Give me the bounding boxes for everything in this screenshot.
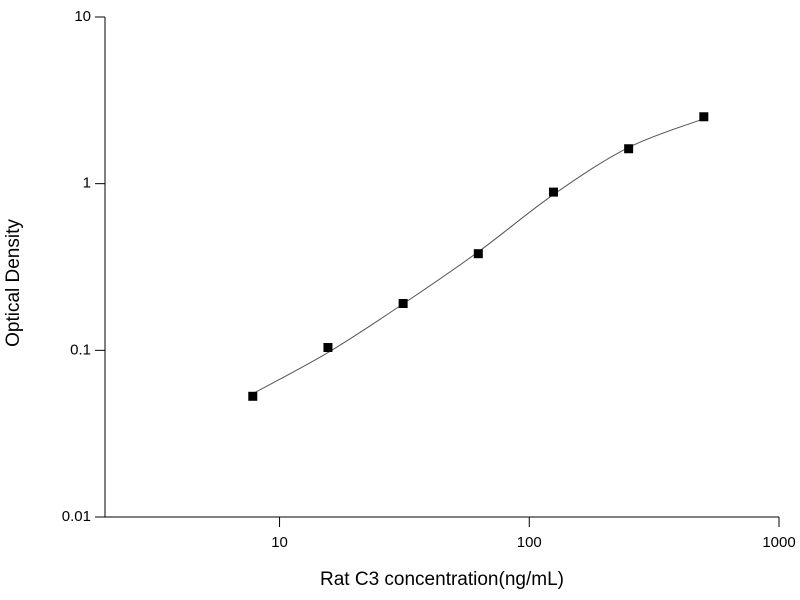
y-tick-label: 1 <box>83 175 91 192</box>
y-tick-label: 0.01 <box>62 508 91 525</box>
y-axis-label: Optical Density <box>3 219 24 347</box>
data-point <box>398 298 408 308</box>
data-point <box>624 144 634 154</box>
data-point <box>323 342 333 352</box>
x-tick-label: 100 <box>517 534 542 551</box>
y-tick-label: 10 <box>74 8 91 25</box>
x-axis-label: Rat C3 concentration(ng/mL) <box>320 569 564 590</box>
data-point <box>699 112 709 122</box>
data-point <box>548 187 558 197</box>
data-point <box>248 391 258 401</box>
y-tick-label: 0.1 <box>70 341 91 358</box>
x-tick-label: 10 <box>271 534 288 551</box>
data-point <box>473 249 483 259</box>
x-tick-label: 1000 <box>762 534 795 551</box>
